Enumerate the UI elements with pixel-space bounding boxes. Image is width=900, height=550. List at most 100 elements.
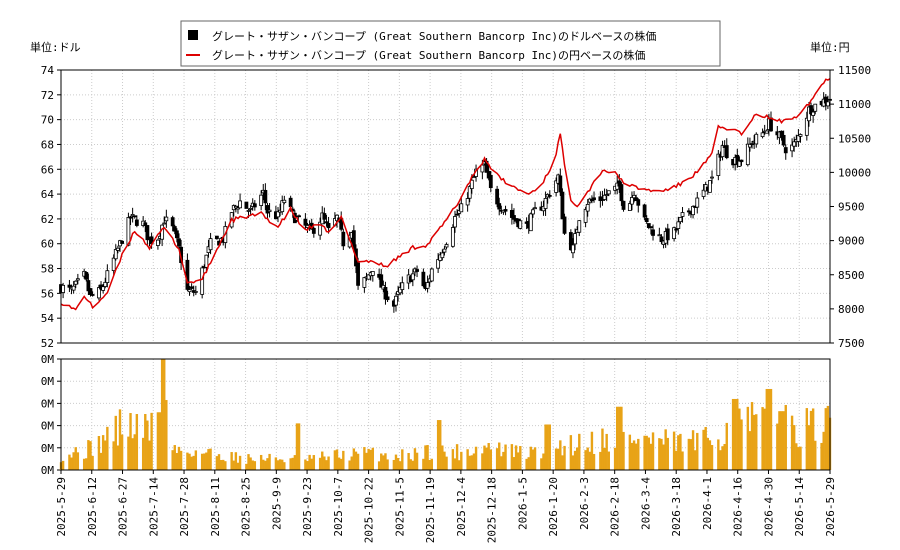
volume-bar [186,452,189,470]
volume-bar [342,450,345,470]
candle-body [280,200,285,213]
volume-bar [542,453,545,470]
candle-body [592,197,596,201]
volume-bar [146,420,149,470]
volume-bar [681,451,684,470]
candle-body [619,184,624,202]
candle-body [560,191,565,220]
volume-bar [647,437,651,470]
candle-body [701,189,706,197]
candle-body [244,201,249,209]
right-tick-label: 10500 [838,132,871,145]
volume-bar [209,448,212,470]
candle-body [421,271,426,287]
x-tick-label: 2025-7-14 [147,477,160,537]
left-tick-label: 66 [41,163,54,176]
volume-panel: 0M 0M 0M 0M 0M 0M [41,353,832,477]
candle-body [691,206,695,216]
candle-body [400,282,405,290]
candle-body [512,215,516,220]
left-tick-label: 74 [41,64,55,77]
volume-bar [628,434,632,470]
volume-bar [310,458,313,470]
jpy-line-path [60,78,831,311]
candle-body [362,277,367,288]
candle-body [120,240,124,244]
volume-bar [304,459,307,470]
volume-bar [200,453,204,470]
volume-bar [295,423,299,470]
volume-bar [599,451,602,470]
volume-bar [230,452,233,470]
volume-bar [605,433,608,470]
volume-bar [738,408,741,470]
volume-bar [814,440,817,470]
volume-bar [820,442,823,470]
candle-body [486,171,491,179]
candle-body [215,235,219,240]
volume-bar [369,449,372,470]
volume-bar [489,449,492,470]
candle-body [246,210,251,212]
candle-body [248,207,253,210]
candle-body [710,176,714,179]
volume-bar [430,458,434,470]
volume-bar [687,438,691,470]
volume-bar [569,435,573,470]
volume-bar [466,449,469,470]
candle-body [233,206,238,209]
candle-body [531,209,535,215]
volume-tick-label: 0M [41,464,55,477]
x-tick-label: 2026-3-4 [639,477,652,530]
candle-body [156,239,160,246]
volume-bar [548,424,551,470]
left-axis-ticks: 52 54 56 58 60 62 64 66 68 70 72 74 [41,64,61,350]
candle-body [252,203,257,208]
volume-bar [546,424,549,470]
legend-usd-marker [188,30,198,40]
volume-bar [264,460,267,470]
x-axis-ticks: 2025-5-29 2025-6-12 2025-6-27 2025-7-14 2025… [55,470,837,543]
volume-bar [725,422,728,470]
volume-bar [251,460,254,470]
candle-body [617,180,622,187]
volume-bar [710,445,714,470]
candle-body [825,101,830,107]
volume-bar [557,448,560,470]
candle-body [585,203,590,212]
candle-body [796,135,801,142]
volume-bar [790,415,794,470]
x-tick-label: 2026-5-14 [793,477,806,537]
volume-bar [622,431,625,470]
volume-bar [179,450,183,470]
volume-bar [824,408,827,470]
volume-bar [133,434,136,470]
volume-bar [289,458,292,470]
volume-bar [588,451,592,470]
volume-bar [752,414,756,470]
volume-bar [234,452,238,470]
volume-bar [563,445,566,470]
candle-body [103,281,108,287]
left-tick-label: 52 [41,337,54,350]
volume-bar [396,457,400,470]
x-tick-label: 2025-10-7 [332,477,345,537]
volume-plot-frame [60,358,831,471]
price-panel: 52 54 56 58 60 62 64 66 68 70 72 74 7500 8000 8500 900… [41,64,871,350]
candle-body [132,215,137,218]
x-tick-label: 2026-2-18 [609,477,622,537]
candle-body [339,218,344,230]
volume-bar [165,400,168,470]
volume-bar [809,410,813,470]
volume-bar [746,406,750,470]
volume-bar [371,447,375,470]
volume-bar [750,402,754,470]
volume-bar [637,438,640,470]
volume-tick-label: 0M [41,353,55,366]
volume-bar [415,452,419,470]
volume-bar [101,435,105,470]
volume-bar [76,452,80,470]
candle-body [547,194,552,197]
volume-bar [512,457,516,470]
candle-body [674,228,679,231]
